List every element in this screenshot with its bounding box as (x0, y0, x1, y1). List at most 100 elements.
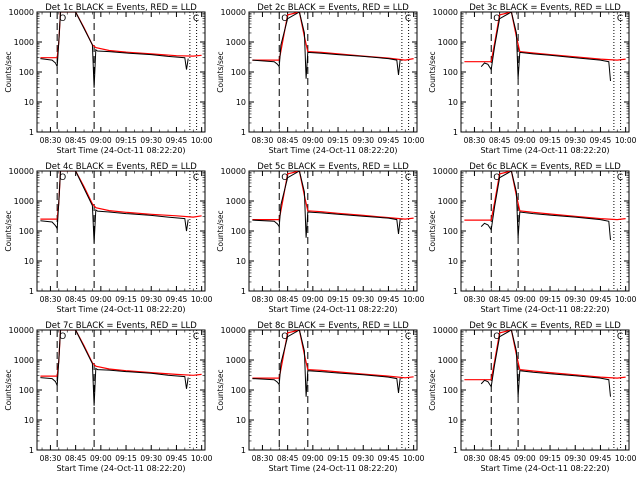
x-tick-label: 09:15 (327, 136, 349, 145)
x-tick-label: 09:15 (539, 136, 561, 145)
x-tick-label: 09:45 (166, 454, 188, 463)
y-tick-label: 1000 (226, 356, 246, 365)
series-line-lld (252, 171, 414, 221)
x-tick-label: 09:15 (539, 454, 561, 463)
y-axis-label: Counts/sec (428, 210, 437, 251)
y-axis-label: Counts/sec (428, 369, 437, 410)
panel-4: 1 10 100 1000 10000 08:30 08:45 09:00 09:15 09:30… (4, 162, 213, 314)
panel-5: 1 10 100 1000 10000 08:30 08:45 09:00 09:15 09:30… (216, 162, 425, 314)
y-tick-label: 10 (236, 257, 246, 266)
x-tick-label: 08:45 (489, 454, 511, 463)
y-tick-label: 1000 (14, 38, 34, 47)
x-axis-label: Start Time (24-Oct-11 08:22:20) (480, 464, 609, 473)
series-line-lld (464, 330, 626, 381)
x-tick-label: 08:45 (277, 136, 299, 145)
x-tick-label: 10:00 (191, 454, 213, 463)
plot-frame (36, 329, 206, 451)
x-axis-label: Start Time (24-Oct-11 08:22:20) (268, 305, 397, 314)
x-tick-label: 09:45 (378, 136, 400, 145)
data-layer (252, 12, 414, 79)
x-tick-label: 09:30 (140, 136, 162, 145)
plot-frame (460, 11, 630, 133)
y-axis-label: Counts/sec (4, 369, 13, 410)
plot-frame (248, 329, 418, 451)
y-axis-label: Counts/sec (216, 369, 225, 410)
y-tick-label: 100 (231, 386, 246, 395)
panel-title: Det 6c BLACK = Events, RED = LLD (469, 162, 621, 172)
data-layer (252, 330, 414, 397)
y-axis-label: Counts/sec (428, 51, 437, 92)
series-line-lld (464, 171, 626, 221)
annotation-open: O (59, 332, 66, 342)
annotation-close: C (193, 14, 199, 24)
x-tick-label: 10:00 (615, 295, 637, 304)
panel-2: 1 10 100 1000 10000 08:30 08:45 09:00 09:15 09:30… (216, 3, 425, 155)
annotation-open: O (493, 173, 500, 183)
y-tick-label: 1 (29, 128, 34, 137)
y-tick-label: 1 (29, 446, 34, 455)
series-line-events (252, 12, 401, 79)
y-tick-label: 10000 (9, 326, 34, 335)
y-tick-label: 1000 (438, 38, 458, 47)
x-tick-label: 09:00 (302, 454, 324, 463)
series-line-events (40, 171, 189, 243)
data-layer (40, 330, 202, 406)
annotation-open: O (281, 332, 288, 342)
annotation-open: O (493, 14, 500, 24)
y-tick-label: 100 (19, 386, 34, 395)
x-tick-label: 09:45 (590, 136, 612, 145)
panel-title: Det 8c BLACK = Events, RED = LLD (257, 321, 409, 331)
y-tick-label: 10 (236, 98, 246, 107)
x-tick-label: 09:45 (166, 295, 188, 304)
x-tick-label: 09:15 (539, 295, 561, 304)
x-tick-label: 09:00 (514, 136, 536, 145)
y-tick-label: 100 (443, 68, 458, 77)
x-tick-label: 09:00 (514, 454, 536, 463)
x-tick-label: 09:45 (378, 295, 400, 304)
y-tick-label: 10000 (433, 326, 458, 335)
panel-title: Det 3c BLACK = Events, RED = LLD (469, 3, 621, 13)
y-tick-label: 10000 (433, 8, 458, 17)
panel-8: 1 10 100 1000 10000 08:30 08:45 09:00 09:15 09:30… (216, 321, 425, 473)
annotation-open: O (281, 173, 288, 183)
series-line-events (480, 12, 611, 82)
plot-frame (248, 170, 418, 292)
x-tick-label: 10:00 (403, 454, 425, 463)
x-tick-label: 09:45 (590, 454, 612, 463)
y-tick-label: 100 (443, 227, 458, 236)
annotation-close: C (617, 332, 623, 342)
x-tick-label: 08:30 (464, 136, 486, 145)
panel-title: Det 2c BLACK = Events, RED = LLD (257, 3, 409, 13)
x-tick-label: 09:15 (327, 295, 349, 304)
x-tick-label: 08:30 (464, 454, 486, 463)
x-tick-label: 09:30 (140, 454, 162, 463)
annotation-close: C (617, 173, 623, 183)
annotation-open: O (281, 14, 288, 24)
x-tick-label: 08:45 (489, 295, 511, 304)
y-tick-label: 10000 (221, 167, 246, 176)
x-tick-label: 09:30 (352, 136, 374, 145)
x-tick-label: 09:30 (352, 454, 374, 463)
y-tick-label: 10000 (9, 167, 34, 176)
panel-title: Det 4c BLACK = Events, RED = LLD (45, 162, 197, 172)
y-tick-label: 10 (448, 416, 458, 425)
y-tick-label: 1000 (438, 197, 458, 206)
x-tick-label: 09:30 (564, 454, 586, 463)
x-tick-label: 08:30 (40, 295, 62, 304)
x-tick-label: 08:45 (277, 295, 299, 304)
y-tick-label: 1 (241, 446, 246, 455)
y-tick-label: 1 (453, 287, 458, 296)
y-tick-label: 1000 (226, 197, 246, 206)
y-tick-label: 10 (448, 257, 458, 266)
y-axis-label: Counts/sec (216, 51, 225, 92)
x-tick-label: 08:30 (252, 454, 274, 463)
series-line-events (480, 171, 611, 241)
y-tick-label: 10 (236, 416, 246, 425)
x-tick-label: 08:45 (65, 136, 87, 145)
y-tick-label: 10 (24, 98, 34, 107)
series-line-lld (464, 12, 626, 63)
y-tick-label: 100 (231, 68, 246, 77)
plot-frame (36, 11, 206, 133)
annotation-close: C (405, 173, 411, 183)
